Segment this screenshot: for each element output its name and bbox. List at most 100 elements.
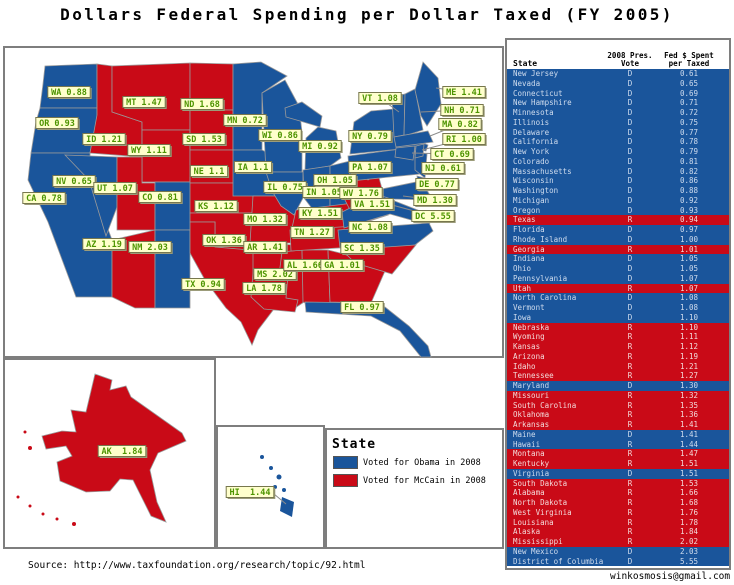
row-vote: D	[627, 303, 633, 312]
state-label: SD 1.53	[186, 135, 222, 145]
row-vote: R	[627, 342, 633, 351]
row-fed-spent: 1.32	[679, 390, 699, 400]
table-row: Nevada D 0.65	[507, 78, 729, 89]
table-row: Florida D 0.97	[507, 225, 729, 235]
row-fed-spent: 0.78	[679, 137, 699, 147]
hawaii-island	[282, 488, 286, 492]
state-label-box	[52, 175, 96, 187]
row-fed-spent: 1.35	[679, 400, 699, 410]
table-row: Nebraska R 1.10	[507, 322, 729, 333]
row-state-name: Utah	[513, 283, 532, 293]
row-vote: R	[627, 507, 633, 517]
table-row: Colorado D 0.81	[507, 156, 729, 167]
state-label: OR 0.93	[39, 119, 75, 129]
row-fed-spent: 1.76	[679, 507, 699, 517]
state-label-box	[22, 192, 66, 204]
table-row: Connecticut D 0.69	[507, 88, 729, 99]
row-state-name: New York	[513, 147, 550, 156]
row-state-name: Nebraska	[513, 322, 550, 332]
row-state-name: Maryland	[513, 381, 550, 390]
state-label: AZ 1.19	[86, 240, 122, 250]
row-fed-spent: 1.07	[679, 283, 699, 293]
table-row: Ohio D 1.05	[507, 264, 729, 274]
row-state-name: Hawaii	[513, 439, 541, 449]
row-fed-spent: 1.05	[679, 264, 699, 273]
row-vote: D	[627, 186, 633, 195]
row-fed-spent: 0.81	[679, 156, 699, 166]
row-vote: D	[627, 195, 633, 205]
state-label: RI 1.00	[446, 135, 482, 145]
row-state-name: Indiana	[513, 254, 545, 264]
state-label-box	[127, 144, 171, 156]
aleutian-island	[72, 522, 76, 526]
row-fed-spent: 0.79	[679, 147, 699, 156]
state-label-box	[233, 161, 273, 173]
row-state-name: Massachusetts	[513, 166, 572, 176]
state-label: WY 1.11	[131, 146, 167, 156]
state-label: NV 0.65	[56, 177, 92, 187]
row-state-name: Kansas	[513, 342, 541, 351]
row-vote: D	[627, 468, 633, 478]
row-state-name: Colorado	[513, 156, 550, 166]
row-state-name: New Jersey	[513, 69, 559, 78]
row-vote: D	[627, 147, 633, 156]
row-vote: D	[627, 176, 633, 186]
state-label: DC 5.55	[415, 212, 451, 222]
state-label: UT 1.07	[97, 184, 133, 194]
row-vote: D	[627, 273, 633, 283]
aleutian-island	[28, 446, 32, 450]
state-label-box	[243, 241, 287, 253]
row-state-name: Iowa	[513, 312, 532, 322]
row-fed-spent: 1.41	[679, 429, 699, 439]
row-vote: D	[627, 78, 633, 88]
row-fed-spent: 1.10	[679, 312, 699, 322]
state-label-box	[438, 118, 482, 130]
state-label-box	[442, 133, 486, 145]
table-row: Kansas R 1.12	[507, 342, 729, 352]
aleutian-island	[41, 512, 45, 516]
row-state-name: Virginia	[513, 468, 550, 478]
row-vote: D	[627, 225, 633, 234]
row-state-name: Arkansas	[513, 420, 550, 429]
row-fed-spent: 1.51	[679, 459, 699, 468]
row-vote: R	[627, 459, 633, 468]
row-state-name: Arizona	[513, 351, 545, 361]
state-label-box	[421, 162, 465, 174]
table-row: North Dakota R 1.68	[507, 498, 729, 508]
row-vote: R	[627, 351, 633, 361]
obama-legend-label: Voted for Obama in 2008	[363, 458, 481, 468]
row-vote: R	[627, 449, 633, 459]
mccain-color-swatch	[333, 474, 358, 487]
state-label-box	[348, 161, 392, 173]
state-label-box	[243, 213, 287, 225]
table-row: Illinois D 0.75	[507, 117, 729, 128]
state-label-box	[223, 114, 267, 126]
row-vote: D	[627, 312, 633, 322]
row-fed-spent: 0.93	[679, 205, 699, 215]
row-fed-spent: 0.88	[679, 186, 699, 195]
state-label-box	[411, 210, 455, 222]
state-label-box	[194, 200, 238, 212]
state-label-box	[35, 117, 79, 129]
state-label: NY 0.79	[352, 132, 388, 142]
table-row: Montana R 1.47	[507, 449, 729, 459]
row-vote: D	[627, 137, 633, 147]
row-state-name: North Dakota	[513, 498, 568, 507]
state-RI	[414, 143, 425, 159]
state-OR	[30, 107, 98, 154]
table-row: Arkansas R 1.41	[507, 420, 729, 430]
state-label-box	[258, 129, 302, 141]
row-state-name: Missouri	[513, 390, 550, 400]
table-row: Oklahoma R 1.36	[507, 410, 729, 420]
hawaii-island	[269, 466, 273, 470]
state-label: MD 1.30	[417, 196, 453, 206]
row-vote: R	[627, 332, 633, 342]
row-fed-spent: 1.11	[679, 332, 699, 342]
row-fed-spent: 0.94	[679, 215, 699, 225]
row-vote: R	[627, 410, 633, 420]
us-map-frame	[3, 46, 504, 358]
row-state-name: Alabama	[513, 488, 545, 498]
state-label: VT 1.08	[362, 94, 398, 104]
state-label-box	[202, 234, 246, 246]
state-label-box	[413, 194, 457, 206]
